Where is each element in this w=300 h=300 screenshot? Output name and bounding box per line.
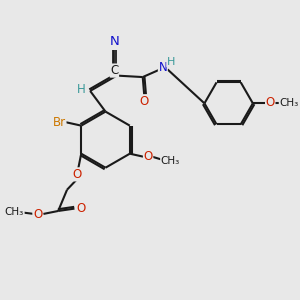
Text: Br: Br [53,116,66,129]
Text: H: H [167,57,175,67]
Text: C: C [110,64,118,77]
Text: CH₃: CH₃ [5,207,24,217]
Text: N: N [158,61,167,74]
Text: O: O [143,150,153,163]
Text: N: N [110,35,119,48]
Text: O: O [140,95,149,108]
Text: O: O [73,168,82,181]
Text: CH₃: CH₃ [160,156,180,167]
Text: O: O [76,202,86,214]
Text: O: O [33,208,42,221]
Text: H: H [77,83,86,96]
Text: O: O [266,96,275,109]
Text: CH₃: CH₃ [279,98,298,108]
